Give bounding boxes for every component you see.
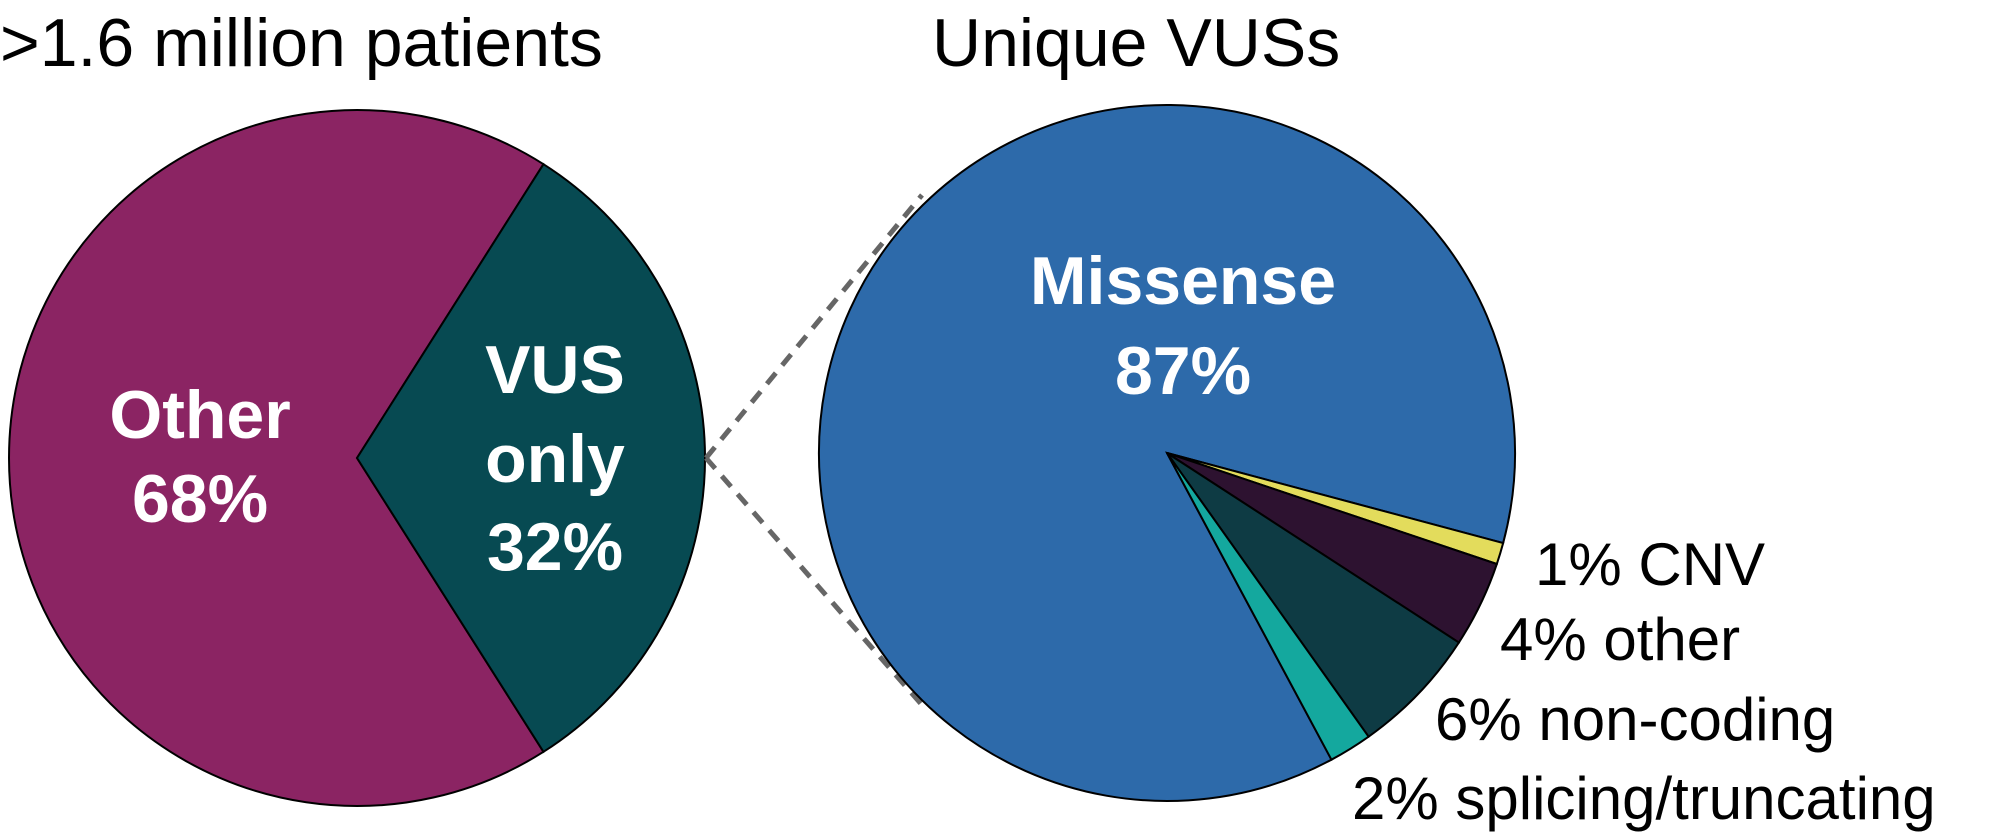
label-vus-pct: 32% (487, 509, 623, 585)
label-vus-line1: VUS (485, 332, 625, 408)
label-splicing-truncating: 2% splicing/truncating (1352, 765, 1936, 832)
left-pie (8, 109, 707, 807)
pie-slice-splicing-truncating (1166, 452, 1370, 762)
left-chart-title: >1.6 million patients (0, 5, 603, 81)
right-chart-title: Unique VUSs (932, 5, 1340, 81)
label-missense-name: Missense (1030, 243, 1336, 319)
label-other-name: Other (109, 377, 290, 453)
pie-slice-non-coding (1166, 452, 1461, 739)
label-other-pct: 68% (132, 461, 268, 537)
label-missense-pct: 87% (1115, 333, 1251, 409)
label-other-variant: 4% other (1500, 606, 1740, 673)
pie-slice-vus-only (355, 162, 707, 754)
label-non-coding: 6% non-coding (1435, 686, 1835, 753)
pie-slice-other (8, 109, 545, 807)
connector-line-top (704, 193, 924, 460)
label-vus-line2: only (485, 421, 625, 497)
label-cnv: 1% CNV (1535, 531, 1765, 598)
connector-line-bottom (704, 456, 924, 707)
right-pie (818, 104, 1516, 802)
